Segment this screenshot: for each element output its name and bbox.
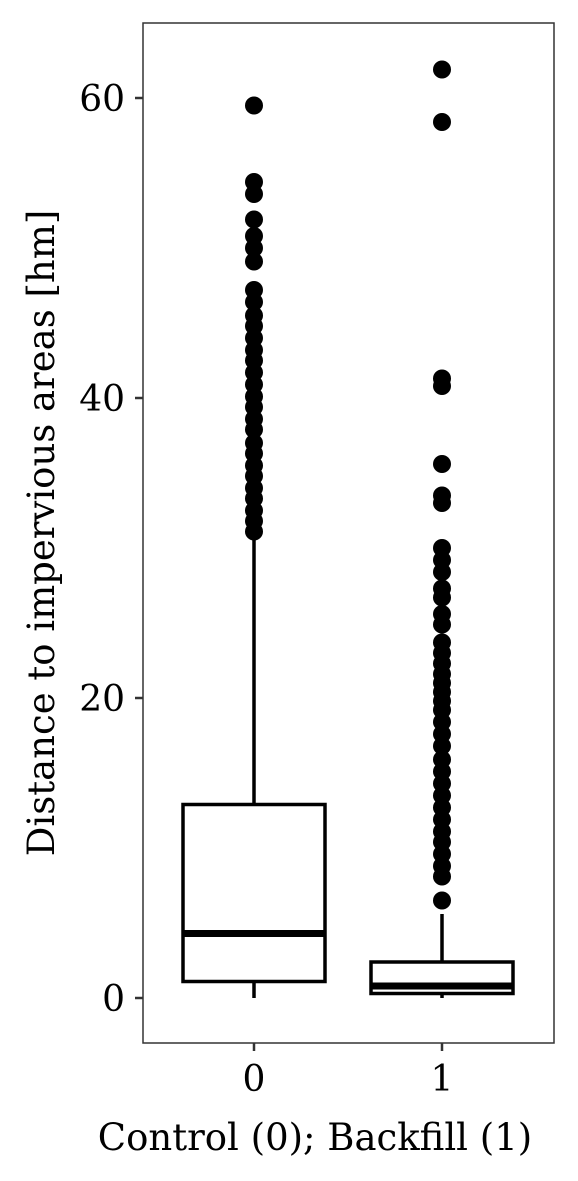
outlier-point xyxy=(433,737,451,755)
outlier-point xyxy=(433,113,451,131)
outlier-point xyxy=(245,185,263,203)
outlier-point xyxy=(245,239,263,257)
y-tick-label: 20 xyxy=(79,679,125,720)
axes-layer: 0 20 40 60 0 1 xyxy=(79,79,453,1100)
outlier-point xyxy=(245,210,263,229)
outlier-point xyxy=(433,494,451,512)
x-tick-label: 0 xyxy=(243,1059,266,1100)
outlier-point xyxy=(433,615,451,634)
outlier-point xyxy=(433,588,451,607)
box-iqr xyxy=(181,802,327,984)
outlier-point xyxy=(245,420,263,439)
outlier-point xyxy=(433,60,451,79)
y-tick-label: 60 xyxy=(79,79,125,120)
outlier-point xyxy=(245,522,263,541)
outlier-point xyxy=(245,293,263,311)
outlier-point xyxy=(433,455,451,473)
boxes-layer xyxy=(181,60,515,998)
outlier-point xyxy=(433,563,451,581)
y-tick-label: 40 xyxy=(79,379,125,420)
outlier-point xyxy=(245,96,263,115)
box-group-1 xyxy=(369,60,515,998)
outlier-point xyxy=(433,891,451,910)
plot-panel-border xyxy=(142,22,555,1044)
x-axis-title: Control (0); Backfill (1) xyxy=(98,1116,532,1159)
outlier-point xyxy=(433,867,451,886)
y-axis-title: Distance to impervious areas [hm] xyxy=(20,210,63,857)
y-tick-label: 0 xyxy=(102,979,125,1020)
outlier-point xyxy=(433,377,451,395)
outlier-point xyxy=(245,252,263,271)
x-tick-label: 1 xyxy=(431,1059,454,1100)
box-group-0 xyxy=(181,96,327,998)
